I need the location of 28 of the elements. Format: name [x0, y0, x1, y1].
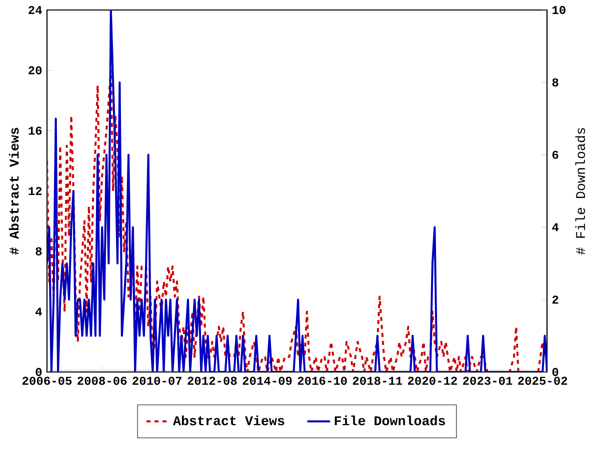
x-tick-label: 2023-01	[463, 376, 512, 385]
y-tick-label: 8	[36, 247, 42, 256]
x-tick-label: 2018-11	[352, 376, 402, 385]
y2-tick-label: 2	[552, 296, 558, 304]
y-tick-label: 24	[28, 6, 42, 14]
y-tick-label: 16	[28, 126, 42, 135]
x-tick-label: 2012-08	[188, 376, 237, 385]
y2-tick-label: 6	[552, 150, 558, 159]
y2-tick-label: 0	[552, 368, 558, 376]
y-tick-label: 4	[36, 308, 42, 316]
x-tick-label: 2010-07	[132, 376, 182, 385]
x-tick-label: 2008-06	[78, 376, 127, 385]
y2-axis-title: # File Downloads	[575, 128, 586, 255]
y-tick-label: 0	[36, 368, 42, 376]
x-tick-label: 2020-12	[408, 376, 457, 385]
x-tick-label: 2025-02	[518, 376, 568, 385]
legend-label: Abstract Views	[172, 416, 284, 426]
line-series	[47, 10, 548, 372]
y-tick-label: 20	[28, 66, 42, 74]
y-axis-title: # Abstract Views	[8, 128, 19, 255]
y-tick-label: 12	[28, 186, 42, 196]
x-tick-label: 2014-09	[242, 376, 292, 385]
x-tick-label: 2006-05	[22, 376, 72, 385]
x-tick-label: 2016-10	[298, 376, 347, 385]
legend-label: File Downloads	[334, 416, 445, 426]
y2-tick-label: 8	[552, 78, 558, 86]
y2-tick-label: 4	[552, 223, 559, 232]
y2-tick-label: 10	[552, 6, 566, 14]
